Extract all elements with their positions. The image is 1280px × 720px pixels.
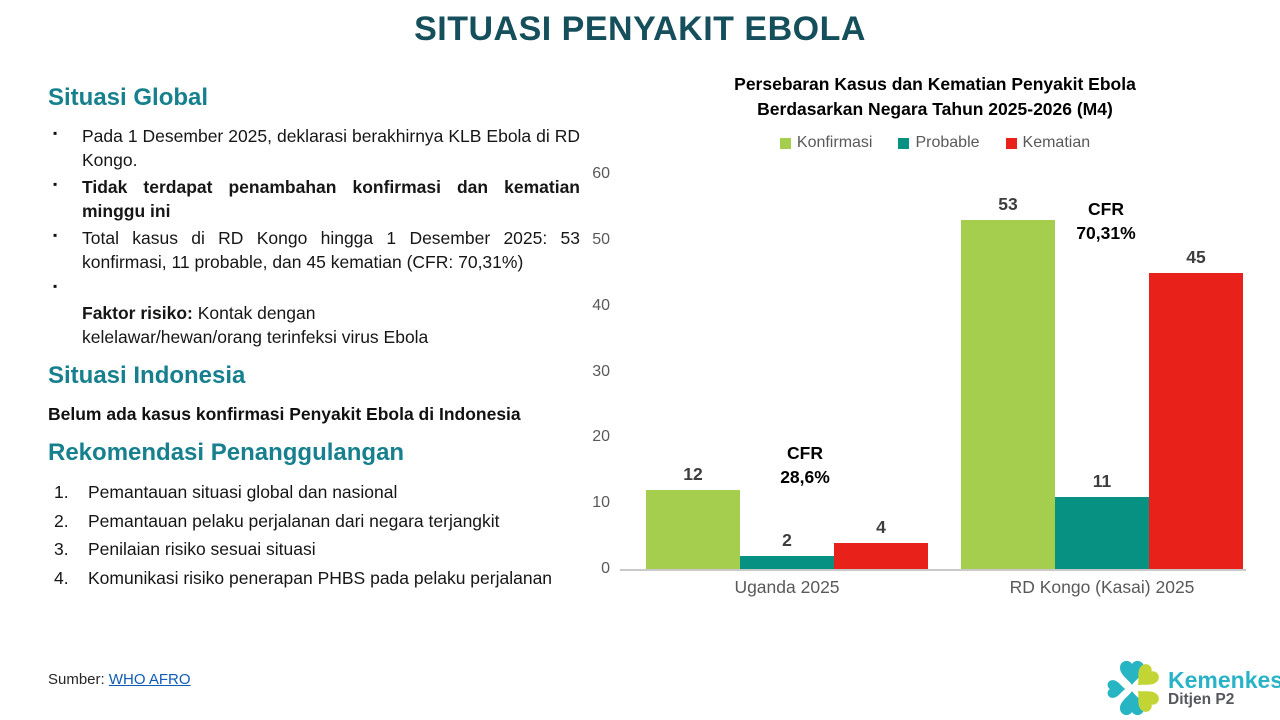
square-bullet-icon: ▪ — [53, 227, 58, 242]
bar-kematian: 4 — [834, 517, 928, 569]
source-label: Sumber: — [48, 671, 105, 688]
bar-value-label: 4 — [876, 516, 886, 537]
bar-value-label: 2 — [782, 529, 792, 550]
list-item: ▪ Pada 1 Desember 2025, deklarasi berakh… — [48, 125, 580, 173]
list-item: Penilaian risiko sesuai situasi — [54, 537, 316, 562]
page-title: SITUASI PENYAKIT EBOLA — [414, 10, 866, 48]
heading-rekomendasi: Rekomendasi Penanggulangan — [48, 438, 405, 466]
legend-item-kematian: Kematian — [1005, 134, 1091, 152]
legend-item-probable: Probable — [898, 134, 980, 152]
bullet-text: Pada 1 Desember 2025, deklarasi berakhir… — [82, 126, 580, 170]
logo-text: Kemenkes Ditjen P2 — [1168, 668, 1280, 708]
list-item: Pemantauan pelaku perjalanan dari negara… — [54, 509, 500, 534]
kemenkes-logo: Kemenkes Ditjen P2 — [1104, 658, 1280, 718]
bar-konfirmasi: 12 — [646, 464, 740, 569]
logo-subtitle: Ditjen P2 — [1168, 690, 1235, 708]
heading-situasi-indonesia: Situasi Indonesia — [48, 361, 246, 389]
legend-label: Kematian — [1022, 134, 1091, 151]
bar-konfirmasi: 53 — [961, 194, 1055, 569]
x-axis-label-rd-kongo: RD Kongo (Kasai) 2025 — [1009, 577, 1195, 597]
list-item: Komunikasi risiko penerapan PHBS pada pe… — [54, 566, 553, 591]
left-column: Situasi Global ▪ Pada 1 Desember 2025, d… — [48, 84, 580, 595]
y-axis-tick: 20 — [592, 428, 610, 445]
legend-swatch-icon — [1005, 137, 1017, 149]
bar-probable: 11 — [1055, 471, 1149, 569]
x-axis-label-uganda: Uganda 2025 — [734, 577, 840, 597]
legend-label: Konfirmasi — [796, 134, 873, 151]
logo-name: Kemenkes — [1168, 666, 1280, 693]
bullet-text: Tidak terdapat penambahan konfirmasi dan… — [82, 176, 580, 221]
square-bullet-icon: ▪ — [53, 278, 58, 293]
bullet-text: Total kasus di RD Kongo hingga 1 Desembe… — [82, 227, 580, 272]
heading-situasi-global: Situasi Global — [48, 84, 209, 111]
list-item: ▪ Faktor risiko: Kontak dengan kelelawar/… — [48, 278, 580, 350]
bar-value-label: 11 — [1092, 470, 1112, 491]
y-axis-tick: 30 — [592, 363, 610, 380]
list-item: ▪ Tidak terdapat penambahan konfirmasi d… — [48, 176, 580, 224]
bar-value-label: 12 — [683, 464, 703, 484]
bar-value-label: 45 — [1186, 246, 1206, 267]
square-bullet-icon: ▪ — [53, 176, 58, 191]
square-bullet-icon: ▪ — [53, 126, 58, 140]
list-item: Pemantauan situasi global dan nasional — [54, 480, 398, 505]
bar-group-uganda: 12 2 4 — [646, 464, 928, 569]
bullet-lead: Faktor risiko: — [82, 302, 193, 323]
bar-probable: 2 — [740, 530, 834, 569]
source-note: Sumber: WHO AFRO — [48, 671, 191, 688]
bar-group-rd-kongo: 53 11 45 — [961, 194, 1243, 569]
source-link[interactable]: WHO AFRO — [108, 671, 191, 688]
legend-label: Probable — [915, 134, 980, 151]
legend-item-konfirmasi: Konfirmasi — [779, 134, 873, 152]
bullet-text: Kontak dengan kelelawar/hewan/orang teri… — [82, 302, 429, 347]
indonesia-status-text: Belum ada kasus konfirmasi Penyakit Ebol… — [48, 403, 521, 424]
y-axis-tick: 50 — [592, 231, 610, 248]
y-axis-tick: 10 — [592, 494, 610, 511]
chart-title: Persebaran Kasus dan Kematian Penyakit E… — [734, 74, 1136, 119]
cfr-annotation-rd-kongo: CFR 70,31% — [1076, 199, 1136, 243]
list-item: ▪ Total kasus di RD Kongo hingga 1 Desem… — [48, 227, 580, 275]
y-axis-tick: 60 — [592, 165, 610, 182]
global-bullet-list: ▪ Pada 1 Desember 2025, deklarasi berakh… — [48, 125, 580, 350]
legend-swatch-icon — [898, 137, 910, 149]
y-axis-tick: 40 — [592, 297, 610, 314]
bar-chart-plot-area: 0 10 20 30 40 50 60 12 2 4 53 11 — [592, 165, 1246, 597]
rekomendasi-list: Pemantauan situasi global dan nasional P… — [48, 480, 580, 591]
kemenkes-clover-icon — [1107, 660, 1159, 716]
legend-swatch-icon — [779, 137, 791, 149]
bar-value-label: 53 — [998, 194, 1018, 215]
bar-kematian: 45 — [1149, 247, 1243, 569]
cfr-annotation-uganda: CFR 28,6% — [780, 443, 830, 487]
y-axis-tick: 0 — [601, 560, 610, 577]
chart-legend: Konfirmasi Probable Kematian — [620, 134, 1250, 152]
